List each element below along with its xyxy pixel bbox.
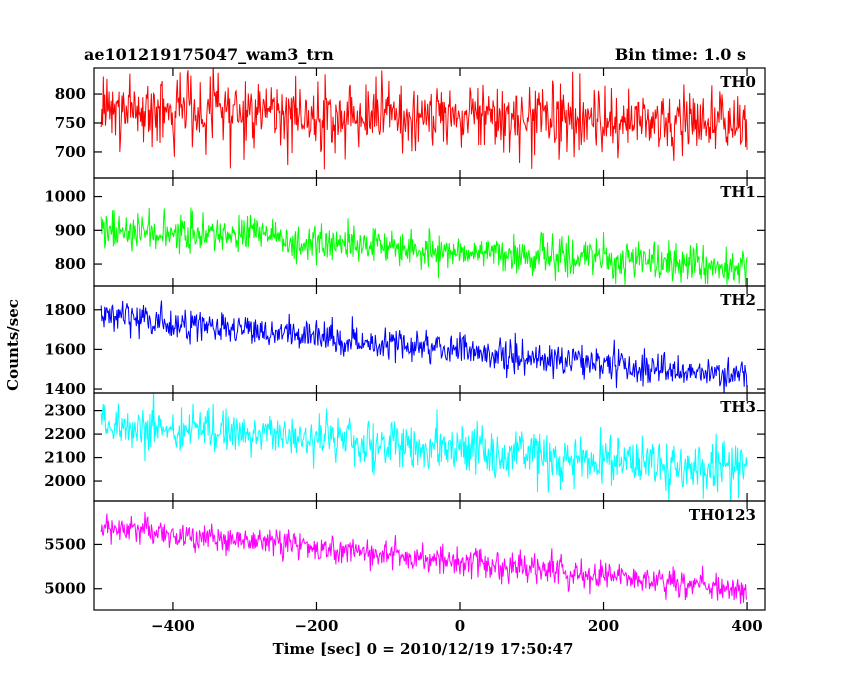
y-tick-label: 2100	[44, 449, 86, 467]
x-tick-label: −400	[151, 617, 195, 635]
y-tick-label: 1600	[44, 340, 86, 358]
y-tick-label: 800	[55, 255, 86, 273]
panel-label-th0: TH0	[720, 73, 756, 91]
panel-label-th0123: TH0123	[689, 506, 756, 524]
x-axis: −400 −200 0 200 400	[151, 617, 763, 635]
panel-frame	[93, 500, 766, 611]
panel-th0: 700 750 800 TH0	[55, 67, 766, 179]
series-line-th1	[100, 207, 748, 286]
y-tick-label: 5000	[44, 580, 86, 598]
y-tick-label: 1800	[44, 301, 86, 319]
series-line-th0123	[100, 511, 748, 604]
y-tick-label: 1400	[44, 380, 86, 398]
chart-title: ae101219175047_wam3_trn	[84, 45, 334, 64]
x-tick-label: 400	[731, 617, 762, 635]
y-tick-label: 800	[55, 85, 86, 103]
panel-label-th3: TH3	[720, 398, 756, 416]
panel-th0123: 5000 5500 TH0123	[44, 500, 766, 611]
bin-time-label: Bin time: 1.0 s	[615, 45, 746, 64]
x-tick-label: 0	[455, 617, 465, 635]
series-line-th3	[100, 393, 748, 501]
y-tick-label: 750	[55, 114, 86, 132]
panel-label-th2: TH2	[720, 291, 756, 309]
panel-frame	[93, 285, 766, 394]
panel-label-th1: TH1	[720, 183, 756, 201]
series-line-th2	[100, 300, 748, 393]
y-tick-label: 2200	[44, 425, 86, 443]
series-line-th0	[100, 68, 748, 170]
y-tick-label: 5500	[44, 535, 86, 553]
y-tick-label: 900	[55, 221, 86, 239]
panel-th3: 2000 2100 2200 2300 TH3	[44, 392, 766, 502]
y-tick-label: 1000	[44, 188, 86, 206]
y-axis-label: Counts/sec	[4, 299, 22, 391]
x-axis-label: Time [sec] 0 = 2010/12/19 17:50:47	[273, 640, 574, 658]
panels: 700 750 800 TH0 800 900 1000 TH1 1400 1600 1800 TH2…	[44, 67, 766, 611]
y-tick-label: 700	[55, 143, 86, 161]
x-tick-label: 200	[588, 617, 619, 635]
panel-th2: 1400 1600 1800 TH2	[44, 285, 766, 398]
panel-th1: 800 900 1000 TH1	[44, 177, 766, 287]
x-tick-label: −200	[295, 617, 339, 635]
y-tick-label: 2000	[44, 472, 86, 490]
y-tick-label: 2300	[44, 402, 86, 420]
